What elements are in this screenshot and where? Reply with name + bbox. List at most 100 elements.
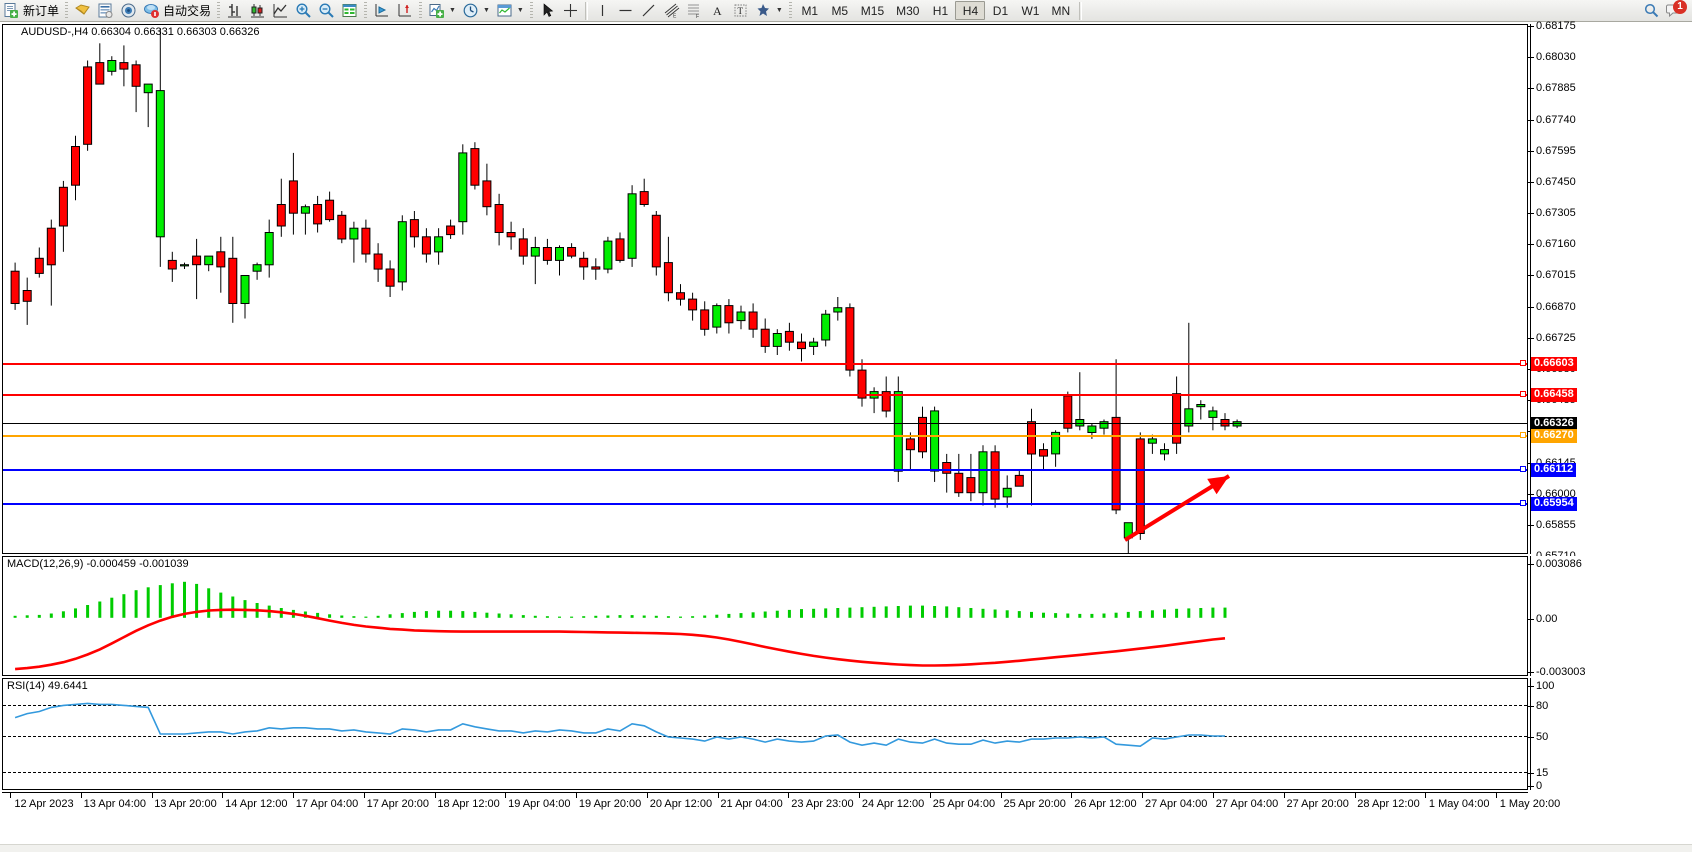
price-axis[interactable]: 0.68175 0.68030 0.67885 0.67740 0.67595 0.674… <box>1528 20 1692 562</box>
horizontal-line-button[interactable] <box>614 1 637 21</box>
indicators-icon <box>428 2 445 19</box>
svg-text:E: E <box>673 14 677 20</box>
resistance-line-1-badge[interactable]: 0.66603 <box>1531 357 1577 371</box>
toolbar-grip-4[interactable] <box>418 1 424 20</box>
support-line-2-badge[interactable]: 0.65954 <box>1531 496 1577 511</box>
time-tick <box>1213 793 1214 798</box>
time-tick <box>576 793 578 798</box>
time-tick-label: 17 Apr 04:00 <box>295 798 359 810</box>
alert-badge: 1 <box>1673 0 1687 14</box>
data-window-icon <box>341 2 358 19</box>
timeframe-w1[interactable]: W1 <box>1021 3 1040 18</box>
macd-axis[interactable]: 0.003086 0.00 -0.003003 <box>1528 556 1692 678</box>
price-tick <box>1528 150 1534 152</box>
candlestick-chart-button[interactable] <box>246 1 269 21</box>
rsi-tick <box>1528 706 1534 708</box>
chevron-down-icon[interactable]: ▼ <box>516 7 524 14</box>
timeframe-m15[interactable]: M15 <box>860 3 885 18</box>
text-button[interactable]: A <box>706 1 729 21</box>
trendline-icon <box>640 2 657 19</box>
period-button[interactable]: ▼ <box>459 1 493 21</box>
auto-trading-button[interactable]: 自动交易 <box>140 1 214 21</box>
collapse-triangle-icon[interactable]: ▼ <box>2 27 3 36</box>
macd-series <box>13 581 1227 671</box>
indicators-button[interactable]: ▼ <box>425 1 459 21</box>
zoom-out-button[interactable] <box>315 1 338 21</box>
fibonacci-button[interactable]: F <box>683 1 706 21</box>
rsi-guide-80 <box>3 705 1527 707</box>
macd-tick-label: 0.003086 <box>1536 558 1582 570</box>
price-pane[interactable]: ▼ AUDUSD-,H4 0.66304 0.66331 0.66303 0.6… <box>2 24 1528 554</box>
timeframe-group: M1 M5 M15 M30 H1 H4 D1 W1 MN <box>795 1 1076 20</box>
text-label-button[interactable]: T <box>729 1 752 21</box>
cursor-icon <box>539 2 556 19</box>
shapes-button[interactable]: ▼ <box>752 1 786 21</box>
price-tick <box>1528 26 1534 27</box>
timeframe-m1[interactable]: M1 <box>801 3 819 18</box>
resistance-line-2-badge[interactable]: 0.66458 <box>1531 388 1577 403</box>
rsi-tick <box>1528 686 1534 687</box>
timeframe-d1[interactable]: D1 <box>992 3 1009 18</box>
price-tick <box>1528 244 1534 246</box>
cursor-button[interactable] <box>536 1 559 21</box>
timeframe-mn[interactable]: MN <box>1051 3 1071 18</box>
shapes-icon <box>755 2 772 19</box>
price-tick <box>1528 213 1534 215</box>
rsi-tick-label: 80 <box>1536 700 1549 713</box>
market-watch-button[interactable] <box>94 1 117 21</box>
time-tick-label: 17 Apr 20:00 <box>366 798 429 810</box>
time-tick-label: 25 Apr 20:00 <box>1003 798 1066 810</box>
templates-button[interactable]: ▼ <box>493 1 527 21</box>
macd-tick <box>1528 672 1534 673</box>
toolbar-grip-1[interactable] <box>64 1 70 20</box>
macd-pane[interactable]: MACD(12,26,9) -0.000459 -0.001039 <box>2 556 1528 676</box>
new-order-button[interactable]: 新订单 <box>0 1 62 21</box>
toolbar-grip-3[interactable] <box>363 1 369 20</box>
time-axis[interactable]: 12 Apr 2023 13 Apr 04:00 13 Apr 20:00 14 Ap… <box>2 792 1560 814</box>
alerts-button[interactable]: 1 <box>1663 0 1687 21</box>
rsi-tick <box>1528 772 1534 774</box>
time-tick-label: 27 Apr 04:00 <box>1215 798 1279 810</box>
toolbar-grip-5[interactable] <box>528 1 534 20</box>
toolbar-grip-2[interactable] <box>216 1 222 20</box>
profiles-button[interactable] <box>71 1 94 21</box>
vertical-line-button[interactable] <box>591 1 614 21</box>
current-price-line-badge[interactable]: 0.66326 <box>1531 416 1577 431</box>
annotation-layer <box>1123 474 1231 542</box>
rsi-tick <box>1528 737 1534 738</box>
bid-price-line-badge[interactable]: 0.66270 <box>1531 428 1577 443</box>
time-tick-label: 14 Apr 12:00 <box>225 798 288 810</box>
time-tick <box>929 793 931 798</box>
chevron-down-icon[interactable]: ▼ <box>775 7 783 14</box>
line-chart-button[interactable] <box>269 1 292 21</box>
zoom-in-button[interactable] <box>292 1 315 21</box>
time-tick-label: 24 Apr 12:00 <box>861 798 925 810</box>
toolbar-grip-6[interactable] <box>787 1 793 20</box>
chart-shift-icon <box>396 2 413 19</box>
time-tick-label: 12 Apr 2023 <box>14 798 74 810</box>
auto-scroll-button[interactable] <box>370 1 393 21</box>
search-button[interactable] <box>1640 1 1663 21</box>
rsi-tick-label: 100 <box>1536 680 1555 692</box>
chart-shift-button[interactable] <box>393 1 416 21</box>
price-tick <box>1528 88 1534 90</box>
timeframe-m30[interactable]: M30 <box>896 3 920 18</box>
navigator-button[interactable] <box>117 1 140 21</box>
rsi-axis[interactable]: 100 80 50 15 0 <box>1528 678 1692 792</box>
timeframe-h4[interactable]: H4 <box>955 1 986 20</box>
time-tick <box>10 793 11 798</box>
support-line-1-badge[interactable]: 0.66112 <box>1531 462 1577 477</box>
bar-chart-button[interactable] <box>223 1 246 21</box>
timeframe-m5[interactable]: M5 <box>831 3 849 18</box>
chevron-down-icon[interactable]: ▼ <box>482 7 490 14</box>
equidistant-channel-button[interactable]: E <box>660 1 683 21</box>
time-tick <box>80 793 82 798</box>
line-chart-icon <box>272 2 289 19</box>
data-window-button[interactable] <box>338 1 361 21</box>
crosshair-button[interactable] <box>559 1 582 21</box>
timeframe-h1[interactable]: H1 <box>932 3 949 18</box>
chevron-down-icon[interactable]: ▼ <box>449 7 456 14</box>
rsi-pane[interactable]: RSI(14) 49.6441 <box>2 678 1528 790</box>
trendline-button[interactable] <box>637 1 660 21</box>
price-tick <box>1528 181 1534 183</box>
